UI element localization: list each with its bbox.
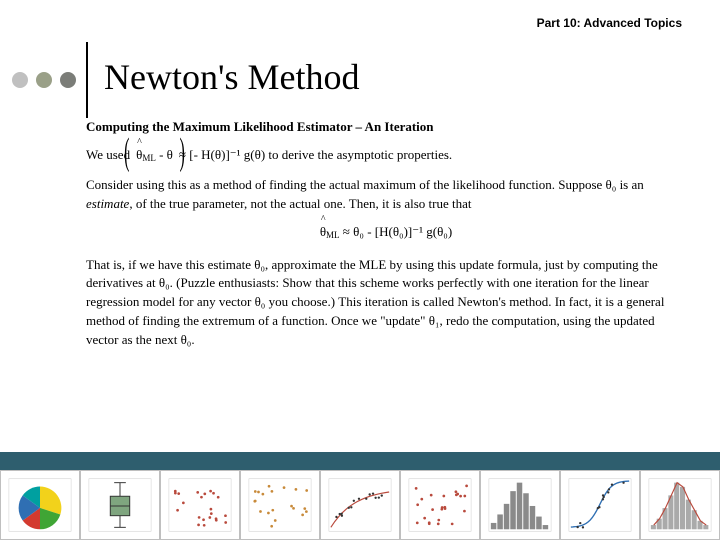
dot-3 — [60, 72, 76, 88]
thumb-box — [80, 470, 160, 540]
paragraph-2: That is, if we have this estimate θ₀, ap… — [86, 256, 686, 350]
curve-icon — [321, 471, 399, 539]
boxplot-icon — [81, 471, 159, 539]
histcurve-icon — [641, 471, 719, 539]
title-bullets — [12, 72, 76, 88]
eq2-theta: θ — [320, 224, 326, 239]
scatter-icon — [401, 471, 479, 539]
histogram-icon — [481, 471, 559, 539]
accent-bar — [0, 452, 720, 470]
equation-1: We used θML - θ ≈ [- H(θ)]⁻¹ g(θ) to der… — [86, 146, 686, 164]
thumb-scatter-2 — [240, 470, 320, 540]
thumb-hist — [480, 470, 560, 540]
paragraph-1: Consider using this as a method of findi… — [86, 176, 686, 214]
scatter-icon — [161, 471, 239, 539]
dot-1 — [12, 72, 28, 88]
thumb-histcurve — [640, 470, 720, 540]
thumb-pie — [0, 470, 80, 540]
thumb-curve — [320, 470, 400, 540]
para1-a: Consider using this as a method of findi… — [86, 177, 644, 192]
slide-title: Newton's Method — [104, 56, 359, 98]
eq2-ml: ML — [326, 230, 340, 240]
eq1-minus-theta: - θ — [159, 147, 173, 162]
logistic-icon — [561, 471, 639, 539]
eq2-rest: ≈ θ₀ - [H(θ₀)]⁻¹ g(θ₀) — [343, 224, 452, 239]
thumb-logistic — [560, 470, 640, 540]
part-label: Part 10: Advanced Topics — [537, 16, 682, 30]
eq1-ml-sub: ML — [142, 153, 156, 163]
thumbnail-strip — [0, 470, 720, 540]
thumb-scatter-1 — [160, 470, 240, 540]
eq1-theta-ml: θ — [136, 147, 142, 162]
eq1-suffix: ≈ [- H(θ)]⁻¹ g(θ) to derive the asymptot… — [179, 146, 452, 164]
pie-icon — [1, 471, 79, 539]
thumb-scatter-3 — [400, 470, 480, 540]
section-header: Computing the Maximum Likelihood Estimat… — [86, 118, 686, 136]
dot-2 — [36, 72, 52, 88]
scatter-icon — [241, 471, 319, 539]
equation-2: θML ≈ θ₀ - [H(θ₀)]⁻¹ g(θ₀) — [86, 223, 686, 241]
para1-estimate: estimate — [86, 196, 129, 211]
slide-body: Computing the Maximum Likelihood Estimat… — [86, 118, 686, 360]
para1-b: , of the true parameter, not the actual … — [129, 196, 471, 211]
title-divider — [86, 42, 88, 118]
